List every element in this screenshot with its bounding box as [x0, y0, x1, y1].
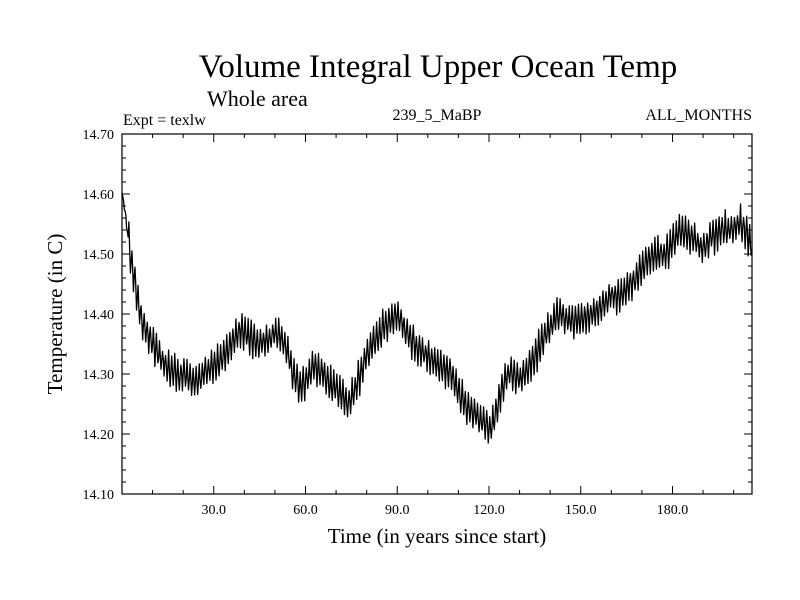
chart-title: Volume Integral Upper Ocean Temp	[199, 49, 677, 85]
plot-area	[121, 192, 753, 444]
x-tick-label: 180.0	[657, 503, 689, 518]
plot-frame	[121, 133, 753, 495]
y-axis-label: Temperature (in C)	[43, 234, 67, 395]
x-tick-label: 150.0	[565, 503, 597, 518]
x-axis-ticks: 30.0 60.0 90.0 120.0 150.0 180.0	[152, 134, 735, 518]
experiment-label: Expt = texlw	[123, 112, 206, 129]
y-tick-label: 14.10	[83, 488, 115, 503]
series-line	[121, 192, 753, 444]
y-tick-label: 14.20	[83, 428, 115, 443]
x-tick-label: 90.0	[385, 503, 410, 518]
y-axis-ticks: 14.10 14.20 14.30 14.40 14.50 14.60 14.70	[83, 128, 752, 503]
x-tick-label: 60.0	[293, 503, 318, 518]
x-tick-label: 30.0	[201, 503, 226, 518]
run-label: 239_5_MaBP	[393, 107, 482, 124]
y-tick-label: 14.40	[83, 308, 115, 323]
chart-subtitle: Whole area	[207, 86, 308, 111]
months-label: ALL_MONTHS	[645, 107, 752, 124]
y-tick-label: 14.30	[83, 368, 115, 383]
y-tick-label: 14.70	[83, 128, 115, 143]
x-tick-label: 120.0	[473, 503, 505, 518]
y-tick-label: 14.60	[83, 188, 115, 203]
x-axis-label: Time (in years since start)	[328, 524, 547, 548]
y-tick-label: 14.50	[83, 248, 115, 263]
